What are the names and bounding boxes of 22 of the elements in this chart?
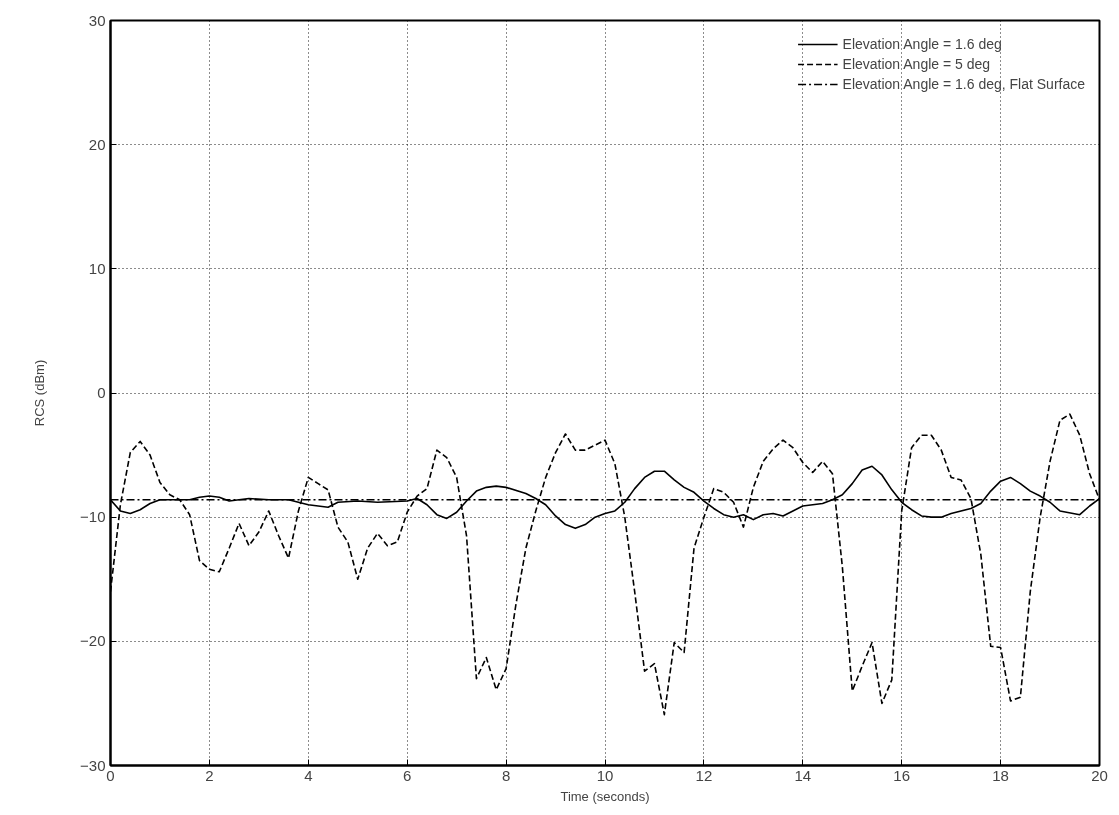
y-tick-label: 20 (88, 135, 106, 153)
y-tick-label: 0 (97, 384, 106, 401)
x-tick-label: 10 (596, 766, 614, 784)
legend-label: Elevation Angle = 1.6 deg (842, 36, 1002, 52)
x-tick-label: 4 (304, 766, 313, 784)
x-tick-label: 20 (1091, 766, 1108, 784)
y-tick-label: 30 (88, 11, 106, 29)
y-axis-title: RCS (dBm) (32, 359, 48, 427)
x-tick-label: 6 (403, 766, 412, 784)
x-tick-label: 2 (205, 766, 214, 784)
x-tick-label: 16 (893, 766, 911, 784)
y-tick-label: −30 (80, 756, 106, 774)
x-tick-label: 8 (501, 766, 511, 784)
legend-label: Elevation Angle = 1.6 deg, Flat Surface (842, 76, 1085, 92)
y-tick-label: −20 (80, 632, 106, 650)
x-tick-label: 12 (695, 766, 713, 784)
y-tick-label: 10 (88, 259, 106, 277)
x-tick-label: 14 (794, 766, 812, 784)
x-axis-title: Time (seconds) (560, 788, 650, 804)
y-tick-label: −10 (80, 508, 106, 526)
x-tick-label: 18 (992, 766, 1009, 784)
legend-label: Elevation Angle = 5 deg (842, 56, 991, 72)
